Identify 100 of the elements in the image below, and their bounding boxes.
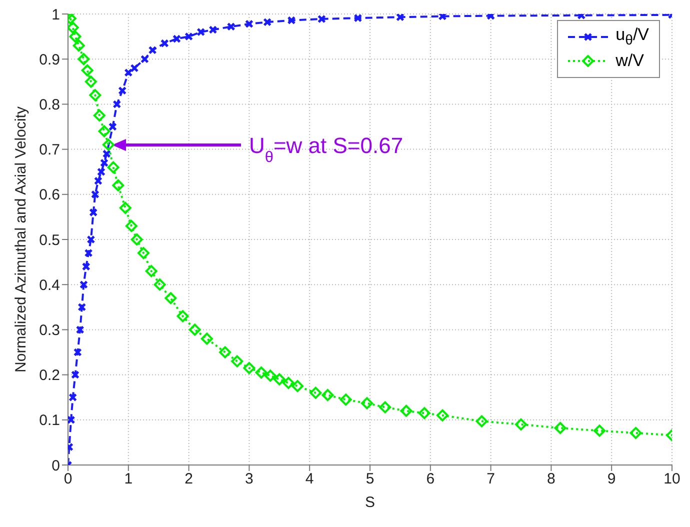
point <box>310 386 322 399</box>
point <box>140 54 149 64</box>
legend-label: w/V <box>616 51 644 71</box>
point <box>164 292 177 304</box>
point <box>96 168 106 176</box>
point <box>100 158 108 168</box>
point <box>94 176 102 186</box>
point <box>69 30 82 43</box>
y-tick-label: 0.2 <box>39 367 60 384</box>
y-tick-label: 0.7 <box>39 142 60 159</box>
y-tick-label: 0 <box>52 457 60 474</box>
point <box>84 76 97 88</box>
point <box>107 161 120 174</box>
point <box>438 14 447 21</box>
x-tick-label: 5 <box>366 470 374 488</box>
point <box>400 404 412 417</box>
point <box>436 409 448 422</box>
point <box>476 415 488 428</box>
x-tick-label: 7 <box>486 470 495 488</box>
point <box>93 109 106 122</box>
point <box>263 18 272 26</box>
point <box>630 426 642 439</box>
point <box>317 14 326 24</box>
point <box>160 39 169 48</box>
point <box>282 376 294 389</box>
point <box>68 393 78 402</box>
point <box>68 22 79 34</box>
point <box>188 324 201 336</box>
point <box>102 138 114 151</box>
point <box>418 407 430 420</box>
point <box>172 34 181 44</box>
x-tick-label: 0 <box>64 470 72 488</box>
point <box>98 125 110 138</box>
y-axis-title: Normalized Azimuthal and Axial Velocity <box>12 106 30 372</box>
point <box>226 22 236 31</box>
point <box>138 247 150 260</box>
annotation: U$_{θ}$=w at S=0.67 <box>249 133 404 166</box>
point <box>68 416 76 424</box>
point <box>124 68 133 77</box>
x-tick-label: 1 <box>124 470 133 488</box>
y-tick-label: 1 <box>52 6 60 24</box>
point <box>82 262 90 271</box>
point <box>396 14 404 22</box>
point <box>102 150 111 158</box>
x-tick-label: 2 <box>184 470 193 488</box>
point <box>200 332 213 345</box>
point <box>108 122 117 131</box>
point <box>89 89 102 102</box>
point <box>130 234 143 246</box>
x-axis-title: S <box>364 494 376 511</box>
point <box>244 20 254 28</box>
y-tick-label: 0.3 <box>39 322 60 340</box>
point <box>81 64 94 76</box>
point <box>231 355 244 368</box>
y-tick-label: 0.9 <box>39 51 60 68</box>
x-tick-label: 9 <box>607 470 616 488</box>
point <box>255 366 268 379</box>
y-tick-label: 0.1 <box>39 412 60 430</box>
point <box>154 278 166 291</box>
point <box>112 100 122 108</box>
point <box>89 208 98 217</box>
x-tick-label: 10 <box>664 470 680 488</box>
point <box>148 46 157 54</box>
legend-label: u$_{θ}$/V <box>616 25 649 49</box>
point <box>73 348 82 356</box>
point <box>79 280 88 289</box>
point <box>78 302 86 312</box>
y-tick-label: 0.8 <box>39 96 60 114</box>
point <box>184 32 194 41</box>
point <box>486 14 496 20</box>
point <box>176 310 189 322</box>
y-tick-label: 0.5 <box>39 232 60 249</box>
point <box>72 40 85 52</box>
point <box>90 190 100 199</box>
point <box>86 235 96 244</box>
point <box>379 401 392 414</box>
point <box>112 179 124 192</box>
point <box>554 422 566 434</box>
point <box>273 373 286 386</box>
y-tick-label: 0.6 <box>39 186 60 204</box>
point <box>130 64 139 72</box>
x-tick-label: 4 <box>305 470 314 488</box>
point <box>354 14 362 22</box>
y-tick-label: 0.4 <box>39 276 60 294</box>
point <box>196 28 206 36</box>
point <box>76 325 84 334</box>
point <box>208 26 218 34</box>
x-tick-label: 3 <box>245 470 254 488</box>
x-tick-label: 6 <box>426 470 435 488</box>
point <box>360 397 373 410</box>
point <box>243 362 256 374</box>
point <box>594 424 606 437</box>
point <box>287 16 296 25</box>
point <box>322 389 334 402</box>
point <box>219 346 232 358</box>
point <box>515 418 527 430</box>
point <box>292 380 304 392</box>
point <box>340 394 352 406</box>
point <box>125 220 138 232</box>
point <box>119 202 132 214</box>
